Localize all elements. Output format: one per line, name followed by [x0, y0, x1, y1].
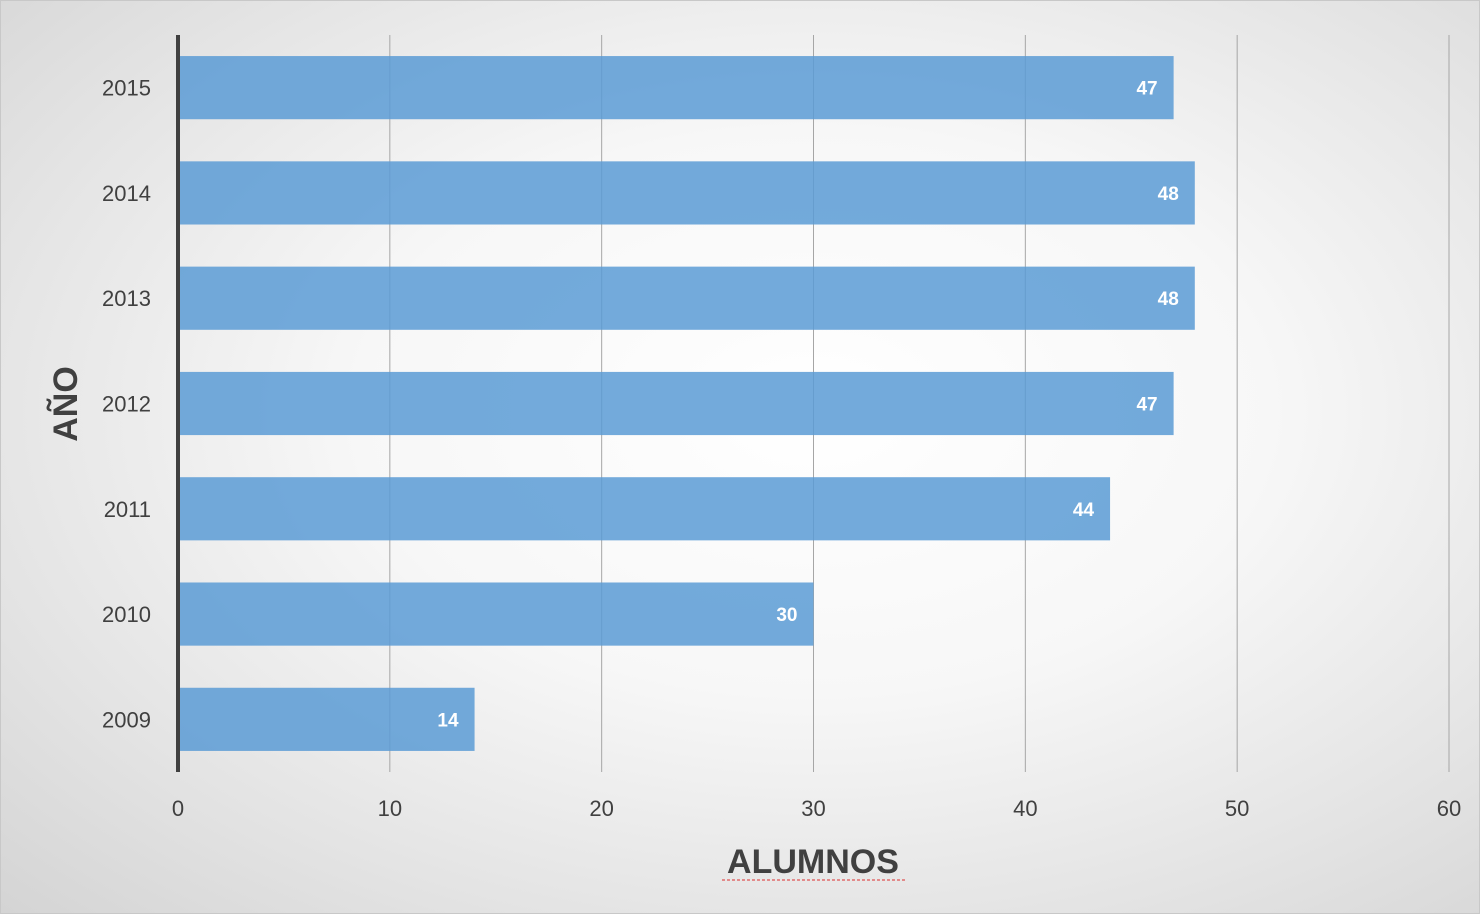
x-tick-label: 60 — [1437, 796, 1461, 821]
x-tick-label: 20 — [589, 796, 613, 821]
y-tick-label: 2009 — [102, 707, 151, 732]
x-tick-label: 40 — [1013, 796, 1037, 821]
y-tick-label: 2012 — [102, 392, 151, 417]
x-tick-label: 0 — [172, 796, 184, 821]
data-label: 14 — [437, 710, 459, 731]
x-tick-label: 50 — [1225, 796, 1249, 821]
y-tick-label: 2015 — [102, 76, 151, 101]
data-label: 47 — [1136, 79, 1157, 100]
x-tick-label: 30 — [801, 796, 825, 821]
bar-2011 — [178, 477, 1111, 541]
data-label: 48 — [1158, 184, 1179, 205]
y-axis-title: AÑO — [47, 366, 85, 442]
data-label: 30 — [776, 605, 797, 626]
data-label: 48 — [1158, 289, 1179, 310]
data-label: 44 — [1073, 500, 1095, 521]
bars — [178, 56, 1195, 751]
bar-2012 — [178, 371, 1174, 436]
x-tick-label: 10 — [378, 796, 402, 821]
y-tick-label: 2014 — [102, 181, 151, 206]
y-tick-label: 2011 — [104, 497, 151, 522]
labels: 0 10 20 30 40 50 60 2015 47 2014 48 2013 48 2012 47 201… — [102, 76, 1461, 821]
bar-2009 — [178, 687, 475, 751]
bar-2014 — [178, 161, 1195, 225]
y-tick-label: 2010 — [102, 602, 151, 627]
y-tick-label: 2013 — [102, 286, 151, 311]
bar-2010 — [178, 582, 814, 646]
bar-2013 — [178, 266, 1195, 330]
data-label: 47 — [1136, 395, 1157, 416]
bar-2015 — [178, 56, 1174, 120]
x-axis-title: ALUMNOS — [727, 843, 899, 881]
